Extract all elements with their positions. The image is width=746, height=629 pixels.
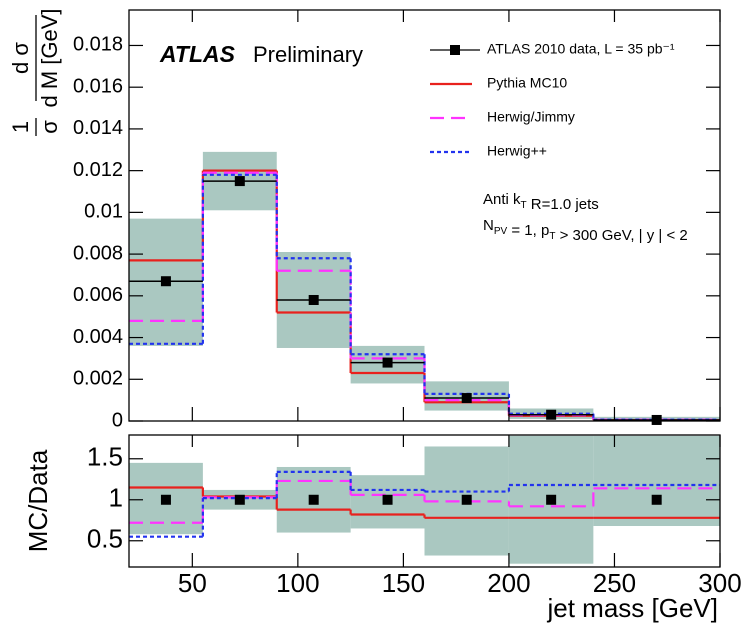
- x-tick-label: 150: [382, 568, 425, 598]
- y-axis-label: σ: [37, 120, 62, 134]
- x-tick-label: 50: [178, 568, 207, 598]
- data-point: [546, 409, 557, 420]
- panel: [129, 151, 720, 425]
- status-label: Preliminary: [253, 42, 363, 67]
- y-tick-label: 0.008: [73, 242, 123, 264]
- x-tick-label: 250: [593, 568, 636, 598]
- x-axis-label: jet mass [GeV]: [547, 593, 719, 623]
- y-tick-label: 0.012: [73, 159, 123, 181]
- y-tick-label: 0.014: [73, 117, 123, 139]
- data-point: [160, 276, 171, 287]
- annotation-text: N: [483, 217, 494, 234]
- plot-frame: [128, 9, 721, 422]
- data-point: [651, 414, 662, 425]
- data-point: [382, 494, 393, 505]
- uncertainty-band: [593, 435, 720, 527]
- y-tick-label: 0: [112, 409, 123, 431]
- y-tick-label: 0.01: [84, 201, 123, 223]
- panel: [129, 435, 720, 564]
- annotation-subscript: T: [521, 200, 527, 211]
- y-axis-label: 1: [8, 121, 33, 133]
- x-tick-label: 100: [276, 568, 319, 598]
- plot-frame: [128, 434, 721, 568]
- experiment-label: ATLAS: [159, 41, 236, 67]
- data-point: [651, 494, 662, 505]
- data-point: [461, 393, 472, 404]
- annotation-text: = 1, p: [507, 222, 549, 239]
- legend-label: Herwig++: [487, 143, 547, 159]
- data-point: [160, 494, 171, 505]
- y-tick-label: 0.004: [73, 326, 123, 348]
- y-tick-label: 0.002: [73, 368, 123, 390]
- y-tick-label: 1.5: [87, 442, 123, 472]
- data-point: [308, 494, 319, 505]
- y-axis-label: d σ: [8, 42, 33, 74]
- y-tick-label: 0.5: [87, 524, 123, 554]
- data-point: [308, 294, 319, 305]
- annotation-text: > 300 GeV, | y | < 2: [555, 227, 687, 244]
- y-axis-label: MC/Data: [23, 449, 53, 552]
- x-tick-label: 300: [698, 568, 741, 598]
- legend-swatch: [450, 45, 460, 55]
- annotation: Anti kT R=1.0 jets: [483, 191, 599, 213]
- legend-label: Pythia MC10: [487, 75, 567, 91]
- data-point: [234, 176, 245, 187]
- y-tick-label: 0.016: [73, 75, 123, 97]
- y-axis-label: d M [GeV]: [37, 8, 62, 107]
- legend-label: ATLAS 2010 data, L = 35 pb⁻¹: [487, 41, 675, 57]
- data-point: [234, 494, 245, 505]
- data-point: [461, 494, 472, 505]
- annotation-text: Anti k: [483, 191, 521, 208]
- annotation: NPV = 1, pT > 300 GeV, | y | < 2: [483, 217, 688, 244]
- legend-label: Herwig/Jimmy: [487, 109, 575, 125]
- annotation-subscript: T: [549, 231, 555, 242]
- y-tick-label: 0.018: [73, 34, 123, 56]
- annotation-text: R=1.0 jets: [527, 196, 599, 213]
- y-tick-label: 1: [109, 483, 123, 513]
- x-tick-label: 200: [487, 568, 530, 598]
- data-point: [546, 494, 557, 505]
- data-point: [382, 357, 393, 368]
- y-tick-label: 0.006: [73, 284, 123, 306]
- annotation-subscript: PV: [494, 226, 508, 237]
